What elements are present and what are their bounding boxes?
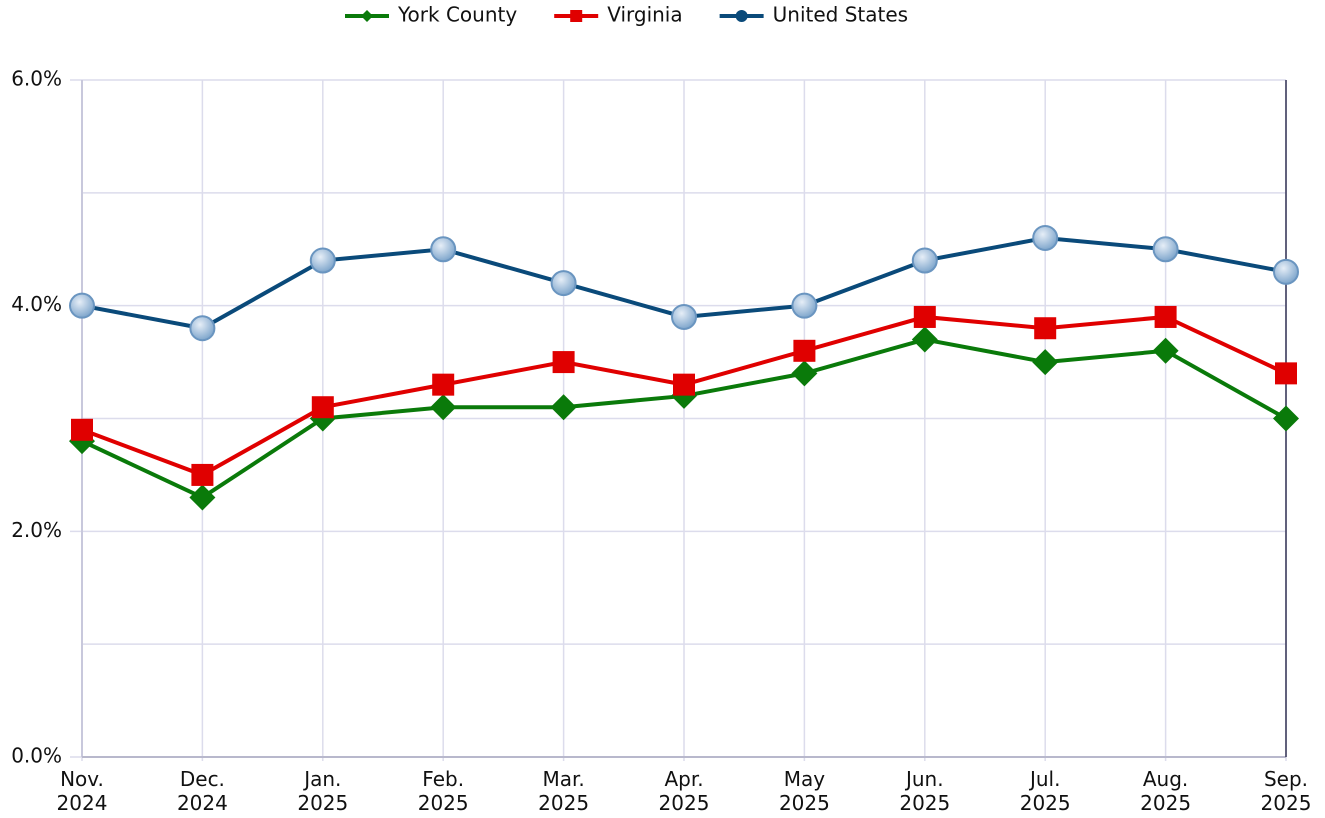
x-tick-label: Sep. 2025 bbox=[1260, 767, 1312, 815]
marker-circle bbox=[735, 10, 748, 22]
marker-square bbox=[432, 373, 455, 396]
marker-square bbox=[913, 305, 936, 328]
x-tick-label: Jul. 2025 bbox=[1019, 767, 1071, 815]
marker-square bbox=[1154, 305, 1177, 328]
marker-circle bbox=[550, 270, 577, 297]
x-tick-label: Nov. 2024 bbox=[56, 767, 108, 815]
y-tick-label: 2.0% bbox=[11, 518, 62, 542]
marker-circle bbox=[671, 303, 697, 330]
marker-diamond bbox=[189, 484, 216, 511]
marker-square bbox=[1275, 362, 1297, 385]
marker-circle bbox=[189, 315, 216, 342]
marker-diamond bbox=[550, 394, 577, 421]
x-tick-label: May 2025 bbox=[778, 767, 830, 815]
legend-label: United States bbox=[773, 3, 908, 27]
legend-label: Virginia bbox=[607, 3, 682, 27]
marker-circle bbox=[309, 247, 336, 274]
x-tick-label: Dec. 2024 bbox=[176, 767, 228, 815]
marker-square bbox=[311, 396, 334, 419]
marker-square bbox=[1034, 317, 1057, 340]
marker-circle bbox=[911, 247, 938, 274]
x-tick-label: Apr. 2025 bbox=[658, 767, 710, 815]
legend-label: York County bbox=[397, 3, 517, 27]
marker-diamond bbox=[430, 394, 457, 421]
marker-diamond bbox=[1032, 349, 1059, 376]
marker-circle bbox=[69, 292, 95, 319]
y-tick-label: 4.0% bbox=[11, 292, 62, 316]
y-tick-label: 0.0% bbox=[11, 744, 62, 768]
marker-square bbox=[570, 10, 583, 22]
marker-square bbox=[71, 418, 93, 441]
marker-diamond bbox=[791, 360, 818, 387]
marker-square bbox=[552, 351, 575, 374]
marker-circle bbox=[791, 292, 818, 319]
x-tick-label: Aug. 2025 bbox=[1140, 767, 1192, 815]
y-tick-label: 6.0% bbox=[11, 67, 62, 91]
marker-diamond bbox=[1273, 405, 1299, 432]
marker-diamond bbox=[911, 326, 938, 353]
marker-diamond bbox=[1152, 337, 1179, 364]
x-tick-label: Jun. 2025 bbox=[899, 767, 951, 815]
x-tick-label: Feb. 2025 bbox=[417, 767, 469, 815]
marker-circle bbox=[1032, 224, 1059, 251]
x-tick-label: Jan. 2025 bbox=[297, 767, 349, 815]
marker-circle bbox=[1273, 258, 1299, 285]
marker-square bbox=[673, 373, 695, 396]
marker-square bbox=[793, 339, 816, 362]
marker-circle bbox=[1152, 236, 1179, 263]
x-tick-label: Mar. 2025 bbox=[538, 767, 590, 815]
marker-square bbox=[191, 463, 214, 486]
marker-circle bbox=[430, 236, 457, 263]
marker-diamond bbox=[361, 10, 373, 22]
